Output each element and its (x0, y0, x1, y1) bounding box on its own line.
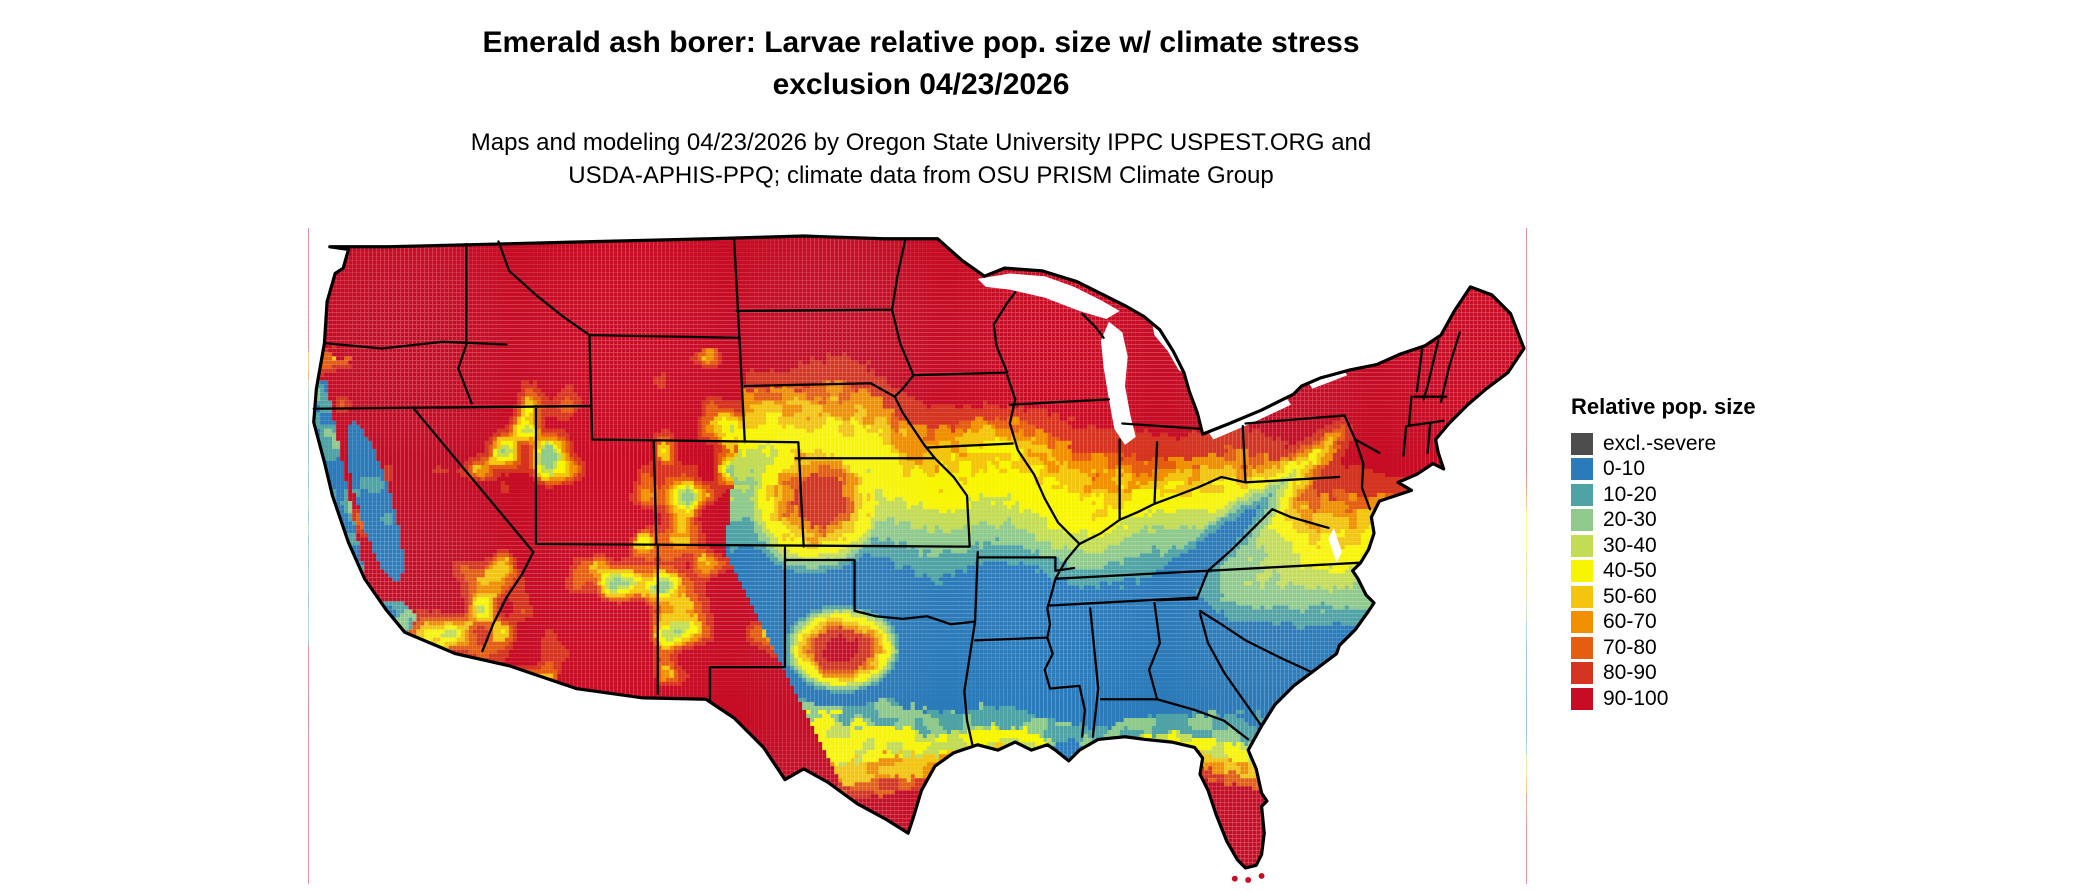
legend-item: 30-40 (1571, 533, 1756, 559)
legend-label: 30-40 (1603, 533, 1657, 557)
legend-swatch (1571, 585, 1593, 608)
legend-swatch (1571, 432, 1593, 455)
map-title-line1: Emerald ash borer: Larvae relative pop. … (482, 26, 1360, 59)
map-title-line2: exclusion 04/23/2026 (772, 68, 1070, 101)
legend-label: 80-90 (1603, 661, 1657, 685)
legend-swatch (1571, 611, 1593, 634)
legend-label: 70-80 (1603, 635, 1657, 659)
map-subtitle-line2: USDA-APHIS-PPQ; climate data from OSU PR… (568, 162, 1274, 189)
legend-label: 60-70 (1603, 610, 1657, 634)
state-borders-layer (312, 237, 1461, 746)
legend-item: 80-90 (1571, 661, 1756, 687)
map-subtitle-line1: Maps and modeling 04/23/2026 by Oregon S… (470, 129, 1372, 156)
legend-item: 20-30 (1571, 508, 1756, 534)
map-title: Emerald ash borer: Larvae relative pop. … (271, 22, 1571, 106)
legend-swatch (1571, 636, 1593, 659)
legend-item: 90-100 (1571, 686, 1756, 712)
legend-item: 10-20 (1571, 482, 1756, 508)
legend-label: 0-10 (1603, 457, 1646, 481)
florida-keys (1231, 873, 1265, 883)
legend: Relative pop. size excl.-severe 0-10 10-20… (1571, 394, 1756, 712)
legend-label: 20-30 (1603, 508, 1657, 532)
legend-swatch (1571, 458, 1593, 481)
legend-items: excl.-severe 0-10 10-20 20-30 30-40 40-50 50-6… (1571, 431, 1756, 712)
us-map-overlay (308, 228, 1527, 884)
legend-swatch (1571, 687, 1593, 710)
outside-us-mask (308, 228, 1527, 884)
legend-item: 40-50 (1571, 559, 1756, 585)
legend-swatch (1571, 560, 1593, 583)
map-subtitle: Maps and modeling 04/23/2026 by Oregon S… (271, 126, 1571, 192)
legend-swatch (1571, 662, 1593, 685)
legend-label: 40-50 (1603, 559, 1657, 583)
legend-item: 60-70 (1571, 610, 1756, 636)
legend-label: 10-20 (1603, 482, 1657, 506)
legend-label: 90-100 (1603, 686, 1669, 710)
legend-label: 50-60 (1603, 584, 1657, 608)
legend-item: 0-10 (1571, 457, 1756, 483)
legend-title: Relative pop. size (1571, 394, 1756, 419)
legend-item: excl.-severe (1571, 431, 1756, 457)
legend-item: 50-60 (1571, 584, 1756, 610)
us-map-figure (308, 228, 1527, 884)
legend-swatch (1571, 483, 1593, 506)
legend-label: excl.-severe (1603, 431, 1717, 455)
legend-item: 70-80 (1571, 635, 1756, 661)
legend-swatch (1571, 509, 1593, 532)
legend-swatch (1571, 534, 1593, 557)
